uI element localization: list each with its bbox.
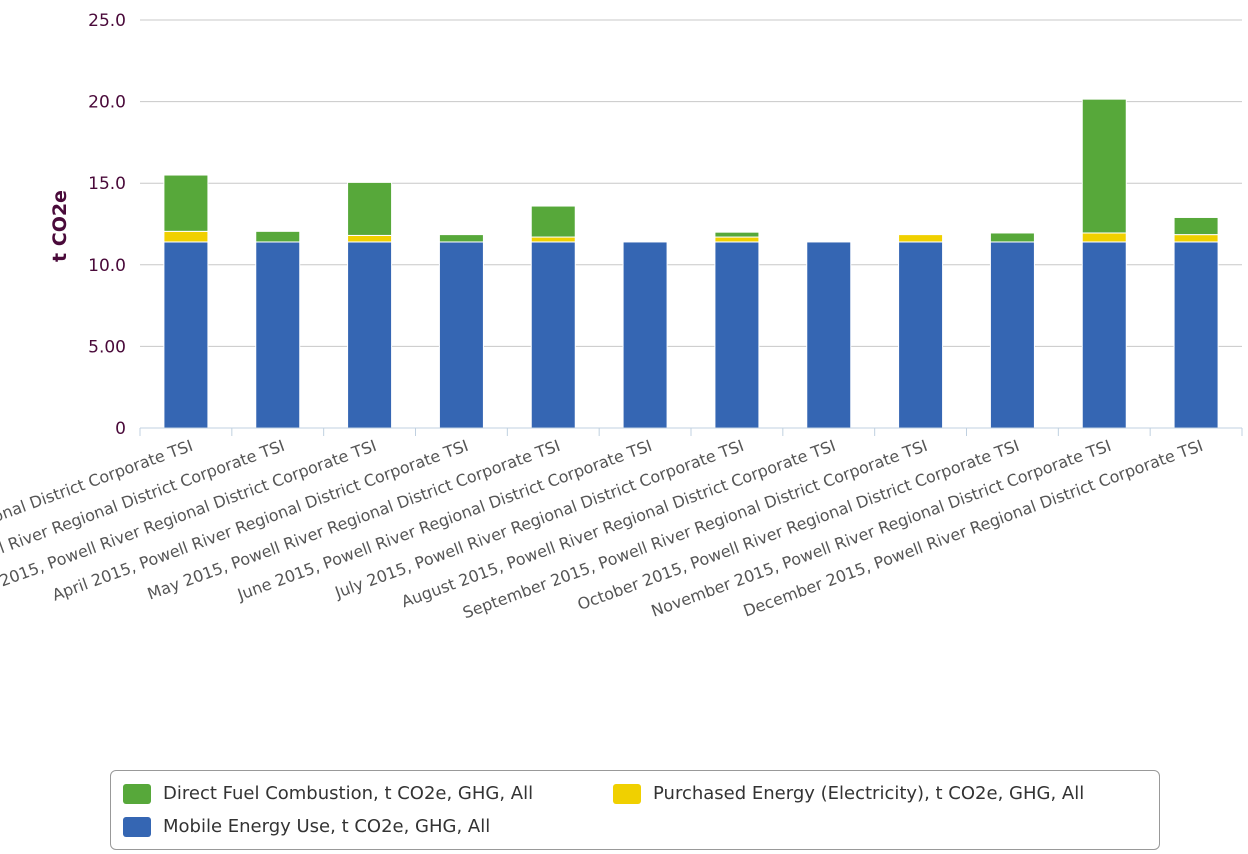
y-tick-label: 20.0 (88, 93, 126, 113)
bar-segment-direct[interactable] (1173, 216, 1219, 236)
bar-segment-mobile[interactable] (438, 241, 484, 429)
legend-label: Direct Fuel Combustion, t CO2e, GHG, All (163, 783, 534, 804)
stacked-bar-chart: 0 5.00 10.0 15.0 20.0 25.0 March 2015, Powell… (0, 11, 1243, 622)
bar-segment-mobile[interactable] (1173, 241, 1219, 429)
legend-item-mobile-energy[interactable]: Mobile Energy Use, t CO2e, GHG, All (123, 816, 490, 837)
legend: Direct Fuel Combustion, t CO2e, GHG, All… (110, 770, 1160, 850)
bar-segment-mobile[interactable] (347, 241, 393, 429)
bar-segment-mobile[interactable] (163, 241, 209, 429)
bar-segment-purchased[interactable] (347, 234, 393, 243)
bar-segment-purchased[interactable] (1081, 232, 1127, 243)
bar-segment-mobile[interactable] (898, 241, 944, 429)
bar-segment-mobile[interactable] (714, 241, 760, 429)
bar-segment-mobile[interactable] (1081, 241, 1127, 429)
bar-segment-direct[interactable] (255, 230, 301, 243)
bar-segment-mobile[interactable] (530, 241, 576, 429)
bar-segment-direct[interactable] (714, 231, 760, 238)
gridlines (140, 19, 1242, 347)
bar-stacks (163, 98, 1219, 429)
bar-segment-direct[interactable] (989, 232, 1035, 243)
bar-segment-direct[interactable] (163, 174, 209, 232)
legend-item-purchased-energy[interactable]: Purchased Energy (Electricity), t CO2e, … (613, 783, 1084, 804)
bar-segment-mobile[interactable] (989, 241, 1035, 429)
x-axis: March 2015, Powell River Regional Distri… (0, 427, 1243, 622)
legend-item-direct-fuel[interactable]: Direct Fuel Combustion, t CO2e, GHG, All (123, 783, 533, 804)
legend-swatch-purchased-energy (613, 783, 641, 804)
bar-segment-direct[interactable] (438, 234, 484, 243)
bar-segment-purchased[interactable] (530, 236, 576, 243)
bar-segment-direct[interactable] (530, 205, 576, 238)
y-tick-label: 0 (115, 419, 126, 439)
y-tick-label: 25.0 (88, 11, 126, 31)
y-axis-title: t CO2e (49, 190, 71, 262)
y-axis: 0 5.00 10.0 15.0 20.0 25.0 (88, 11, 126, 439)
legend-label: Mobile Energy Use, t CO2e, GHG, All (163, 816, 491, 837)
bar-segment-purchased[interactable] (898, 234, 944, 243)
bar-segment-mobile[interactable] (806, 241, 852, 429)
y-tick-label: 15.0 (88, 174, 126, 194)
y-tick-label: 5.00 (88, 337, 126, 357)
bar-segment-mobile[interactable] (622, 241, 668, 429)
bar-segment-purchased[interactable] (1173, 234, 1219, 243)
bar-segment-direct[interactable] (1081, 98, 1127, 234)
y-tick-label: 10.0 (88, 256, 126, 276)
bar-segment-mobile[interactable] (255, 241, 301, 429)
legend-label: Purchased Energy (Electricity), t CO2e, … (653, 783, 1085, 804)
legend-swatch-mobile-energy (123, 816, 151, 837)
bar-segment-purchased[interactable] (163, 230, 209, 243)
legend-swatch-direct-fuel (123, 783, 151, 804)
bar-segment-purchased[interactable] (714, 236, 760, 243)
bar-segment-direct[interactable] (347, 181, 393, 236)
